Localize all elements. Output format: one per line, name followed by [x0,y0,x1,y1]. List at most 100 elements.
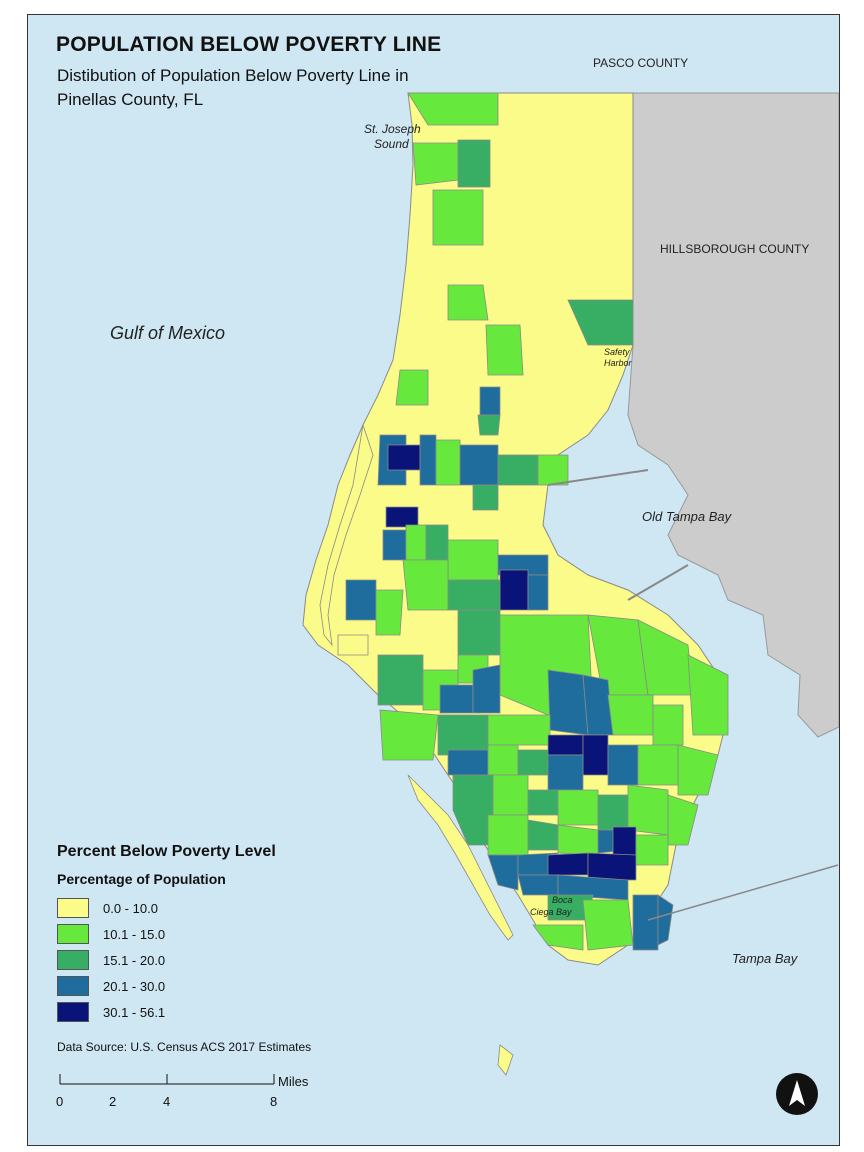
st-joseph-sound-label-1: St. Joseph [364,122,421,136]
tract [517,874,559,896]
legend-item: 15.1 - 20.0 [57,947,276,973]
legend-label: 15.1 - 20.0 [103,952,166,968]
scale-tick-2: 2 [109,1094,117,1109]
tract [537,454,569,486]
scale-bar-graphic [59,1074,275,1085]
tract [557,824,599,856]
tract [527,819,559,851]
tract [419,434,437,486]
tract [412,142,459,186]
tract [457,609,501,656]
tract [375,589,404,636]
tract [452,774,494,846]
tract [447,539,499,581]
tract [477,414,501,436]
legend-item: 20.1 - 30.0 [57,973,276,999]
tract [607,694,654,736]
tract [387,444,421,471]
tract [582,734,609,776]
tract [547,852,589,876]
tract [547,754,584,791]
st-joseph-sound-label-2: Sound [374,137,409,151]
tract [652,704,684,746]
tract [385,506,419,528]
tract [472,664,501,714]
legend-title: Percent Below Poverty Level [57,843,276,860]
legend-label: 20.1 - 30.0 [103,978,166,994]
tract [499,569,529,611]
gulf-of-mexico-label: Gulf of Mexico [110,323,226,343]
tract [407,92,499,126]
barrier-island [319,424,374,647]
tract [345,579,377,621]
tract [447,579,501,611]
north-arrow-icon [776,1073,818,1115]
safety-harbor-label-2: Harbor [604,358,632,368]
tract [485,324,524,376]
tract [497,454,539,486]
tract [395,369,429,406]
scale-unit: Miles [278,1074,309,1089]
bridge [627,564,689,601]
map-subtitle-line2: Pinellas County, FL [57,90,204,109]
tract [432,189,484,246]
tract [425,524,449,561]
legend-swatch [57,924,89,944]
tract [487,744,519,776]
tract [447,284,489,321]
tract [457,139,491,188]
legend-swatch [57,976,89,996]
boca-ciega-bay-label-2: Ciega Bay [530,907,572,917]
scale-tick-8: 8 [270,1094,278,1109]
legend-subtitle: Percentage of Population [57,871,226,887]
legend-label: 0.0 - 10.0 [103,900,158,916]
tract [437,714,489,756]
tract [597,794,629,831]
tract [657,894,674,946]
tract [587,852,637,881]
tract [557,789,599,826]
tract [487,814,529,856]
map-canvas [302,92,839,1076]
tract [337,634,369,656]
map-subtitle-line1: Distibution of Population Below Poverty … [57,66,409,85]
tract [547,669,589,736]
tract [439,684,474,714]
hillsborough-land [627,92,839,738]
tract [527,574,549,611]
tract [402,559,449,611]
tract [382,529,407,561]
tract [527,789,559,816]
tract [635,834,669,866]
legend-label: 10.1 - 15.0 [103,926,166,942]
tract [567,299,634,346]
legend-swatch [57,898,89,918]
bridge [647,864,839,921]
pasco-county-label: PASCO COUNTY [593,56,689,70]
tract [377,654,424,706]
tract [677,744,719,796]
tract [532,924,584,951]
legend-swatch [57,1002,89,1022]
scale-tick-0: 0 [56,1094,64,1109]
hillsborough-county-label: HILLSBOROUGH COUNTY [660,242,810,256]
scale-tick-4: 4 [163,1094,171,1109]
tract [379,709,439,761]
map-title: POPULATION BELOW POVERTY LINE [56,33,442,56]
safety-harbor-label-1: Safety [604,347,630,357]
tract [479,386,501,416]
tract [517,749,549,776]
legend-item: 30.1 - 56.1 [57,999,276,1025]
tract [487,714,551,746]
map-frame: PASCO COUNTY HILLSBOROUGH COUNTY Gulf of… [27,14,840,1146]
legend-swatch [57,950,89,970]
legend-label: 30.1 - 56.1 [103,1004,166,1020]
tract [487,854,519,891]
legend-item: 0.0 - 10.0 [57,895,276,921]
barrier-island [497,1044,514,1076]
tract [667,794,699,846]
tract [547,734,584,756]
tract [582,899,634,951]
data-source-note: Data Source: U.S. Census ACS 2017 Estima… [57,1040,312,1054]
tract [472,484,499,511]
